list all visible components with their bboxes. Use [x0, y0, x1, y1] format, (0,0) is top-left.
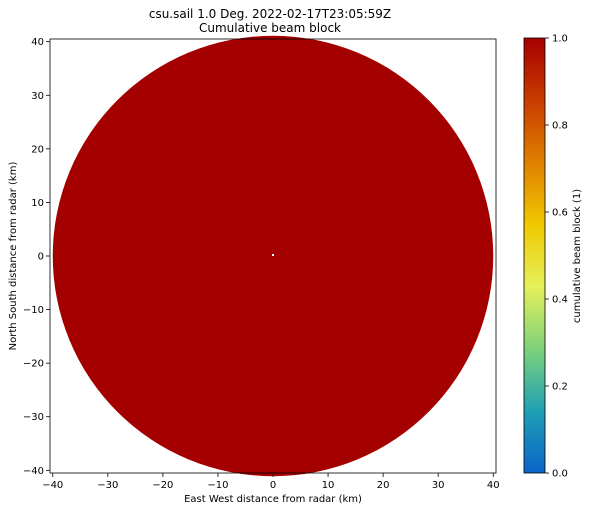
y-tick-label: −10 [23, 305, 44, 316]
x-axis-label: East West distance from radar (km) [184, 494, 362, 505]
colorbar-tick-label: 0.6 [552, 208, 568, 219]
y-tick-label: 20 [31, 144, 44, 155]
colorbar-tick-label: 0.2 [552, 382, 568, 393]
x-axis: −40 −30 −20 −10 0 10 20 30 40 [42, 473, 500, 491]
colorbar-ticks: 0.0 0.2 0.4 0.6 0.8 1.0 [545, 34, 568, 480]
colorbar-tick-label: 0.8 [552, 121, 568, 132]
x-tick-label: 20 [377, 480, 390, 491]
y-tick-label: −30 [23, 412, 44, 423]
x-tick-label: −20 [152, 480, 173, 491]
y-axis: −40 −30 −20 −10 0 10 20 30 40 [23, 37, 50, 477]
x-tick-label: 40 [487, 480, 500, 491]
y-tick-label: 30 [31, 91, 44, 102]
chart-title: csu.sail 1.0 Deg. 2022-02-17T23:05:59Z [149, 7, 391, 21]
colorbar-label: cumulative beam block (1) [572, 189, 583, 323]
x-tick-label: 30 [432, 480, 445, 491]
y-tick-label: 0 [38, 252, 44, 263]
x-tick-label: 10 [322, 480, 335, 491]
x-tick-label: −40 [42, 480, 63, 491]
chart-subtitle: Cumulative beam block [199, 21, 341, 35]
x-tick-label: 0 [270, 480, 276, 491]
x-tick-label: −30 [97, 480, 118, 491]
radar-center-marker [272, 254, 274, 256]
y-tick-label: −20 [23, 359, 44, 370]
y-axis-label: North South distance from radar (km) [8, 162, 19, 351]
colorbar: 0.0 0.2 0.4 0.6 0.8 1.0 cumulative beam block… [523, 34, 583, 480]
colorbar-tick-label: 0.4 [552, 295, 568, 306]
colorbar-tick-label: 1.0 [552, 34, 568, 45]
colorbar-tick-label: 0.0 [552, 469, 568, 480]
colorbar-gradient [523, 37, 546, 474]
y-tick-label: 40 [31, 37, 44, 48]
y-tick-label: 10 [31, 198, 44, 209]
x-tick-label: −10 [207, 480, 228, 491]
y-tick-label: −40 [23, 466, 44, 477]
plot-area [49, 35, 497, 477]
